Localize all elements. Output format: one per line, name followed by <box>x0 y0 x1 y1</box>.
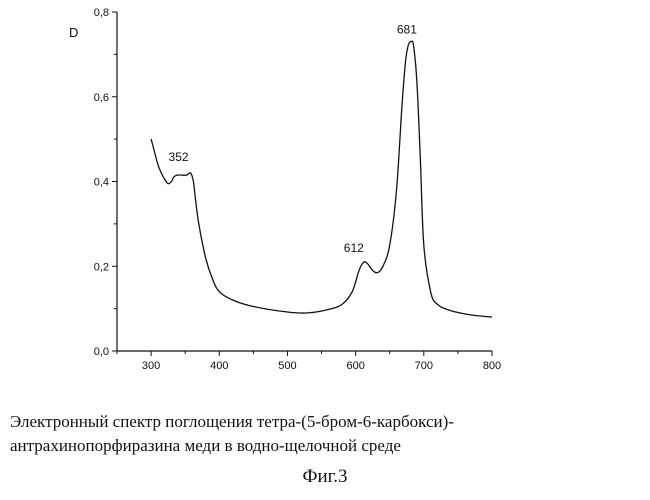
y-tick-label: 0,6 <box>94 92 109 104</box>
chart-axes: 300 400 500 600 700 800 0,0 0,2 0,4 0,6 0,8 D <box>69 7 501 372</box>
y-tick-label: 0,0 <box>94 346 109 358</box>
y-tick-label: 0,8 <box>94 7 109 19</box>
caption-line-1: Электронный спектр поглощения тетра-(5-б… <box>10 410 640 434</box>
caption-line-2: антрахинопорфиразина меди в водно-щелочн… <box>10 434 640 458</box>
figure-caption: Электронный спектр поглощения тетра-(5-б… <box>10 410 640 458</box>
peak-label-612: 612 <box>344 241 364 255</box>
y-axis-label: D <box>69 25 78 40</box>
spectrum-curve-group <box>151 41 492 317</box>
peak-label-352: 352 <box>169 150 189 164</box>
spectrum-line-0 <box>151 41 492 317</box>
x-tick-label: 600 <box>346 360 364 372</box>
y-tick-label: 0,4 <box>94 177 109 189</box>
x-tick-label: 700 <box>415 360 433 372</box>
x-tick-label: 500 <box>278 360 296 372</box>
x-tick-label: 800 <box>483 360 501 372</box>
x-tick-label: 400 <box>210 360 228 372</box>
peak-annotations: 352 612 681 <box>169 23 418 255</box>
figure-number: Фиг.3 <box>0 466 650 488</box>
absorption-spectrum-chart: 300 400 500 600 700 800 0,0 0,2 0,4 0,6 0,8 D 352 61… <box>0 0 650 395</box>
x-tick-label: 300 <box>142 360 160 372</box>
y-tick-label: 0,2 <box>94 261 109 273</box>
peak-label-681: 681 <box>397 23 417 37</box>
